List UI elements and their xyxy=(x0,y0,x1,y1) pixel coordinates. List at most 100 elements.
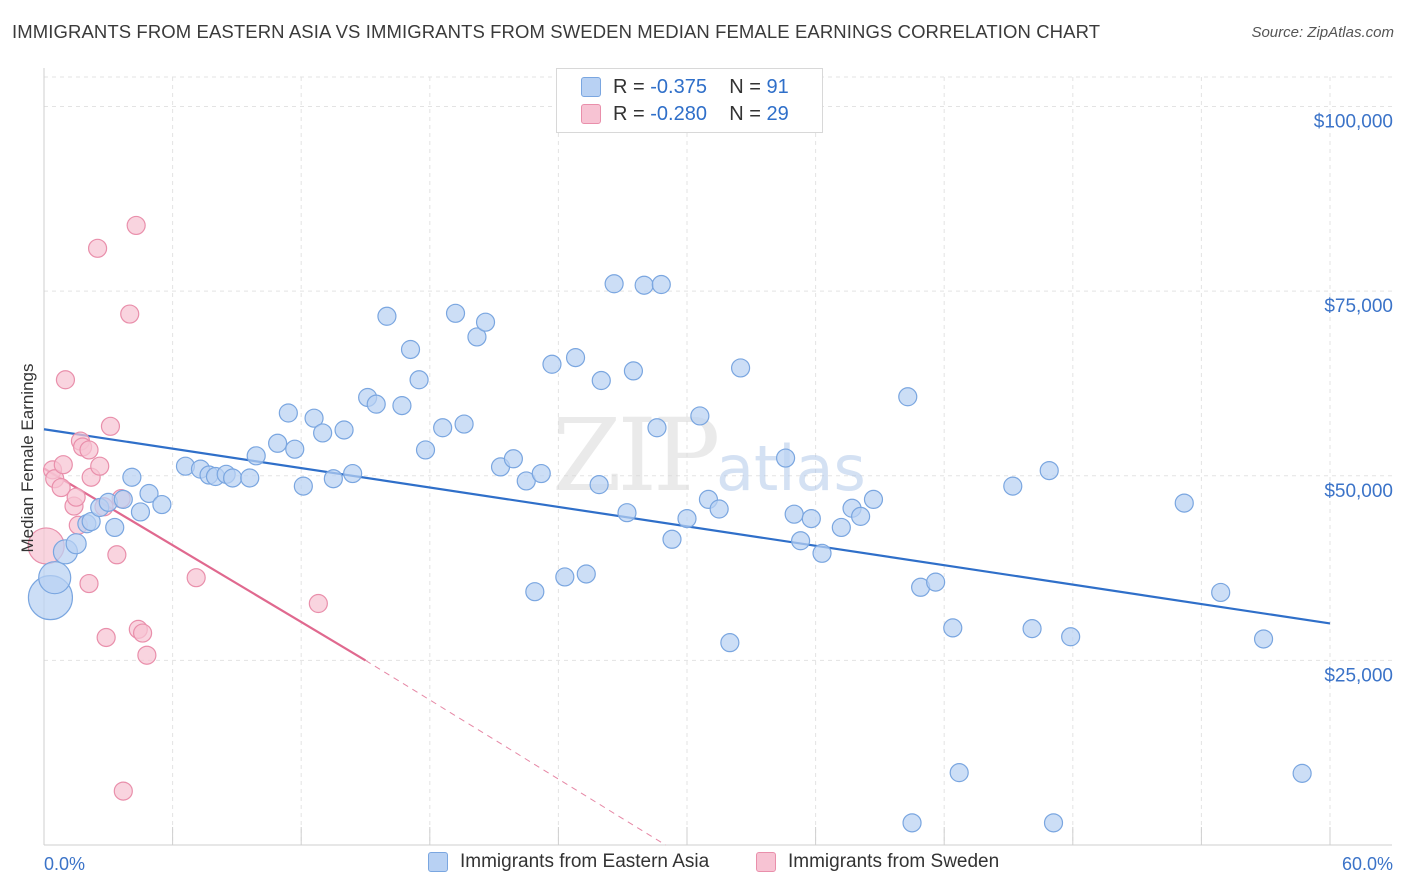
point-eastern-asia xyxy=(1022,619,1042,639)
legend-r-value: -0.280 xyxy=(650,102,707,125)
bottom-legend-swatch-pink xyxy=(756,852,776,872)
point-eastern-asia xyxy=(304,408,324,428)
point-eastern-asia xyxy=(130,502,151,522)
point-eastern-asia xyxy=(589,475,609,495)
point-eastern-asia xyxy=(65,533,87,555)
point-eastern-asia xyxy=(623,361,644,381)
point-eastern-asia xyxy=(677,508,697,529)
point-eastern-asia xyxy=(445,303,466,323)
point-eastern-asia xyxy=(409,370,429,390)
point-eastern-asia xyxy=(775,448,796,468)
legend-swatch-blue xyxy=(581,77,601,97)
point-sweden xyxy=(79,440,99,460)
point-eastern-asia xyxy=(323,469,343,489)
point-sweden xyxy=(51,477,71,498)
point-eastern-asia xyxy=(113,489,133,509)
legend-n-value: 29 xyxy=(766,102,789,125)
point-sweden xyxy=(100,416,121,436)
y-axis-label: Median Female Earnings xyxy=(18,363,37,553)
point-eastern-asia xyxy=(898,387,918,407)
point-eastern-asia xyxy=(662,529,682,549)
point-eastern-asia xyxy=(334,420,354,440)
x-tick-label-min: 0.0% xyxy=(44,854,85,874)
point-eastern-asia xyxy=(454,414,474,434)
y-tick-label: $75,000 xyxy=(1324,296,1393,317)
point-eastern-asia xyxy=(651,274,671,295)
point-eastern-asia xyxy=(730,358,751,378)
point-eastern-asia xyxy=(1003,476,1023,496)
point-eastern-asia xyxy=(690,406,710,426)
legend-n-value: 91 xyxy=(766,75,789,98)
point-eastern-asia xyxy=(926,572,946,592)
point-eastern-asia xyxy=(377,306,397,326)
point-eastern-asia xyxy=(576,564,596,584)
legend-n-label: N = xyxy=(729,75,761,98)
point-eastern-asia xyxy=(415,440,436,460)
point-eastern-asia xyxy=(647,418,667,438)
point-eastern-asia xyxy=(525,582,545,602)
point-eastern-asia xyxy=(1061,627,1081,647)
point-eastern-asia xyxy=(152,494,172,515)
point-eastern-asia xyxy=(1174,493,1194,513)
point-sweden xyxy=(137,645,157,665)
point-eastern-asia xyxy=(709,499,729,519)
point-eastern-asia xyxy=(812,543,832,563)
source-label: Source: ZipAtlas.com xyxy=(1251,24,1394,41)
point-sweden xyxy=(79,573,99,594)
axes xyxy=(43,68,1392,846)
point-eastern-asia xyxy=(1043,813,1064,833)
point-eastern-asia xyxy=(343,463,363,484)
point-sweden xyxy=(132,623,153,643)
point-eastern-asia xyxy=(467,327,487,347)
point-eastern-asia xyxy=(801,508,821,529)
x-tick-label-max: 60.0% xyxy=(1342,854,1393,874)
y-tick-label: $50,000 xyxy=(1324,481,1393,502)
point-sweden xyxy=(113,781,133,801)
bottom-legend-label-pink: Immigrants from Sweden xyxy=(788,851,1000,872)
point-eastern-asia xyxy=(565,348,586,368)
point-eastern-asia xyxy=(433,418,453,438)
point-eastern-asia xyxy=(278,403,298,423)
point-sweden xyxy=(308,593,328,614)
point-sweden xyxy=(120,304,140,324)
y-tick-label: $100,000 xyxy=(1314,112,1393,133)
y-tick-label: $25,000 xyxy=(1324,665,1393,686)
watermark-atlas: atlas xyxy=(716,432,866,505)
legend-r-label: R = xyxy=(613,102,645,125)
point-eastern-asia xyxy=(313,423,333,443)
bottom-legend-label-blue: Immigrants from Eastern Asia xyxy=(460,851,710,872)
legend-r-label: R = xyxy=(613,75,645,98)
bottom-legend-eastern-asia: Immigrants from Eastern Asia xyxy=(428,851,709,873)
point-sweden xyxy=(186,568,206,588)
point-eastern-asia xyxy=(139,483,159,504)
trend-line-sweden-extension xyxy=(365,659,666,846)
point-eastern-asia xyxy=(863,489,884,509)
point-eastern-asia xyxy=(240,468,260,488)
point-eastern-asia xyxy=(531,463,551,484)
data-points xyxy=(27,215,1312,833)
point-eastern-asia xyxy=(475,312,496,332)
chart-title: IMMIGRANTS FROM EASTERN ASIA VS IMMIGRAN… xyxy=(12,21,1101,42)
point-sweden xyxy=(107,545,127,565)
point-sweden xyxy=(53,455,73,475)
point-sweden xyxy=(90,456,110,476)
point-eastern-asia xyxy=(831,517,851,538)
point-eastern-asia xyxy=(1211,582,1231,603)
point-eastern-asia xyxy=(122,467,142,487)
point-eastern-asia xyxy=(285,439,305,459)
legend-r-value: -0.375 xyxy=(650,75,707,98)
point-eastern-asia xyxy=(503,449,523,469)
point-eastern-asia xyxy=(555,567,575,587)
point-sweden xyxy=(55,370,76,390)
point-eastern-asia xyxy=(542,354,562,374)
point-eastern-asia xyxy=(851,506,871,526)
point-eastern-asia xyxy=(1039,461,1059,481)
point-eastern-asia xyxy=(293,476,313,496)
legend-n-label: N = xyxy=(729,102,761,125)
point-eastern-asia xyxy=(790,531,811,551)
point-eastern-asia xyxy=(784,504,804,524)
correlation-legend: R = -0.375 N = 91 R = -0.280 N = 29 xyxy=(556,68,823,133)
legend-swatch-pink xyxy=(581,104,601,124)
point-eastern-asia xyxy=(392,396,412,416)
